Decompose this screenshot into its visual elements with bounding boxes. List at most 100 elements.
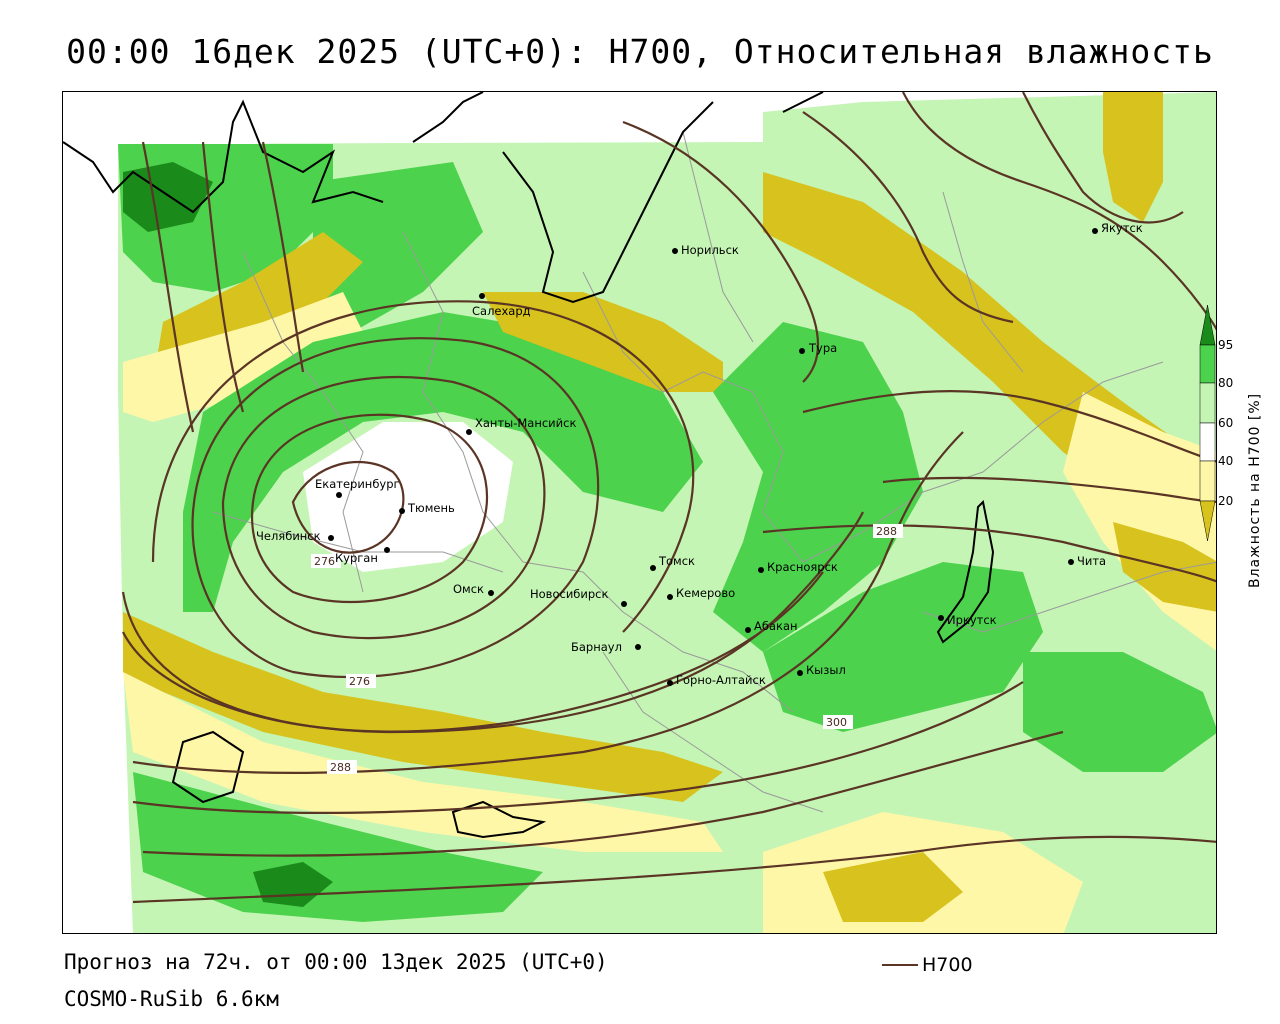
contour-ring-3: [221, 375, 546, 640]
city-tura[interactable]: Тура: [799, 341, 837, 355]
contour-label-276-center: 276: [314, 555, 335, 568]
city-yekaterinburg[interactable]: Екатеринбург: [315, 477, 400, 498]
colorbar-svg: 95 80 60 40 20: [1199, 304, 1233, 542]
contour-line-nw-1: [141, 141, 195, 433]
svg-text:Новосибирск: Новосибирск: [530, 587, 608, 601]
city-novosibirsk[interactable]: Новосибирск: [530, 587, 627, 607]
contour-line-southmost: [132, 835, 1216, 904]
contour-label-300: 300: [826, 716, 847, 729]
contour-line-nw-3: [261, 141, 305, 373]
city-khanty-mansiysk[interactable]: Ханты-Мансийск: [466, 416, 576, 435]
svg-text:Омск: Омск: [453, 582, 484, 596]
svg-text:Якутск: Якутск: [1101, 221, 1143, 235]
city-salekhard[interactable]: Салехард: [472, 293, 531, 318]
city-irkutsk[interactable]: Иркутск: [938, 613, 997, 627]
humidity-area-white-outside-domain: [63, 92, 118, 933]
colorbar-band-60: [1199, 422, 1216, 462]
contour-line-south-2: [132, 681, 1024, 814]
contour-line-east-2: [882, 476, 1216, 504]
contour-labels: 288 276 288 300 276: [311, 524, 903, 774]
contour-line-north-2: [802, 111, 1014, 324]
city-krasnoyarsk[interactable]: Красноярск: [758, 560, 838, 574]
humidity-fields: [63, 92, 1216, 933]
contour-line-300: [142, 730, 1064, 857]
coastline-yamal: [502, 101, 714, 304]
svg-text:Екатеринбург: Екатеринбург: [315, 477, 400, 491]
contour-label-288-east: 288: [876, 525, 897, 538]
city-barnaul[interactable]: Барнаул: [571, 640, 641, 654]
contour-276-ring: [251, 413, 489, 604]
humidity-area-yellow-northeast: [1103, 92, 1163, 222]
colorbar-tick-40: 40: [1218, 454, 1233, 468]
colorbar-tick-60: 60: [1218, 416, 1233, 430]
forecast-info: Прогноз на 72ч. от 00:00 13дек 2025 (UTC…: [64, 950, 608, 974]
coastline-aral: [451, 800, 547, 839]
svg-text:Салехард: Салехард: [472, 304, 531, 318]
svg-text:Челябинск: Челябинск: [256, 529, 321, 543]
svg-text:Норильск: Норильск: [681, 243, 739, 257]
coastline-taymyr: [782, 92, 824, 113]
city-kyzyl[interactable]: Кызыл: [797, 663, 846, 677]
map-canvas: 288 276 288 300 276 Якутск Норильск Сале…: [63, 92, 1216, 933]
city-abakan[interactable]: Абакан: [745, 619, 798, 633]
colorbar-band-80: [1199, 382, 1216, 424]
humidity-area-green-east-south: [1023, 652, 1216, 772]
city-kemerovo[interactable]: Кемерово: [667, 586, 735, 600]
h700-line-legend: H700: [882, 953, 973, 977]
svg-text:Барнаул: Барнаул: [571, 640, 622, 654]
map-title: 00:00 16дек 2025 (UTC+0): H700, Относите…: [66, 32, 1214, 71]
contour-line-288-south: [132, 431, 964, 774]
contour-label-276: 276: [349, 675, 370, 688]
svg-text:Горно-Алтайск: Горно-Алтайск: [676, 673, 766, 687]
colorbar-tick-95: 95: [1218, 338, 1233, 352]
colorbar-tick-80: 80: [1218, 376, 1233, 390]
coastline-kola-barents: [63, 99, 384, 214]
svg-text:Кызыл: Кызыл: [806, 663, 846, 677]
colorbar-arrow-top: [1199, 304, 1216, 346]
city-tyumen[interactable]: Тюмень: [399, 501, 455, 515]
coastline-novaya-zemlya: [412, 92, 484, 143]
cities: Якутск Норильск Салехард Тура Ханты-Манс…: [256, 221, 1143, 687]
contour-line-nw-2: [201, 141, 245, 413]
humidity-area-yellow-southeast: [823, 852, 963, 922]
city-tomsk[interactable]: Томск: [650, 554, 695, 571]
colorbar-arrow-bottom: [1199, 500, 1216, 542]
model-info: COSMO-RuSib 6.6км: [64, 987, 279, 1011]
humidity-area-white-center: [303, 422, 513, 572]
city-omsk[interactable]: Омск: [453, 582, 494, 596]
svg-text:Красноярск: Красноярск: [767, 560, 838, 574]
h700-line-label: H700: [922, 954, 973, 976]
city-chita[interactable]: Чита: [1068, 554, 1106, 568]
city-gorno-altaysk[interactable]: Горно-Алтайск: [667, 673, 766, 687]
map-area[interactable]: 288 276 288 300 276 Якутск Норильск Сале…: [62, 91, 1217, 934]
humidity-area-green-ural-arc: [183, 312, 703, 612]
svg-text:Томск: Томск: [658, 554, 695, 568]
contour-line-276-south: [122, 511, 864, 734]
humidity-area-white-top-strip: [63, 92, 763, 144]
svg-text:Тюмень: Тюмень: [407, 501, 455, 515]
svg-text:Кемерово: Кемерово: [676, 586, 735, 600]
contour-line-6: [121, 571, 824, 733]
svg-text:Ханты-Мансийск: Ханты-Мансийск: [475, 416, 576, 430]
humidity-area-green-krasnoyarsk: [713, 322, 923, 652]
contour-ring-4: [191, 337, 600, 679]
city-kurgan[interactable]: Курган: [335, 547, 390, 565]
colorbar-label: Влажность на H700 [%]: [1247, 392, 1263, 588]
svg-text:Тура: Тура: [808, 341, 837, 355]
contour-line-5: [151, 300, 695, 633]
svg-text:Иркутск: Иркутск: [947, 613, 997, 627]
contour-line-east-3: [802, 390, 1216, 463]
contour-line-east-288: [762, 524, 1216, 583]
humidity-area-pale-yellow-south-band: [123, 672, 723, 852]
city-norilsk[interactable]: Норильск: [672, 243, 739, 257]
svg-text:Курган: Курган: [335, 551, 378, 565]
colorbar: 95 80 60 40 20: [1198, 304, 1268, 595]
humidity-area-yellow-salekhard: [483, 292, 723, 392]
h700-contours: [121, 92, 1216, 904]
humidity-area-green-south: [133, 772, 543, 922]
humidity-area-yellow-south-band: [123, 612, 723, 802]
city-yakutsk[interactable]: Якутск: [1092, 221, 1143, 235]
colorbar-tick-20: 20: [1218, 494, 1233, 508]
humidity-area-pale-yellow-nw: [123, 292, 363, 422]
city-chelyabinsk[interactable]: Челябинск: [256, 529, 334, 543]
